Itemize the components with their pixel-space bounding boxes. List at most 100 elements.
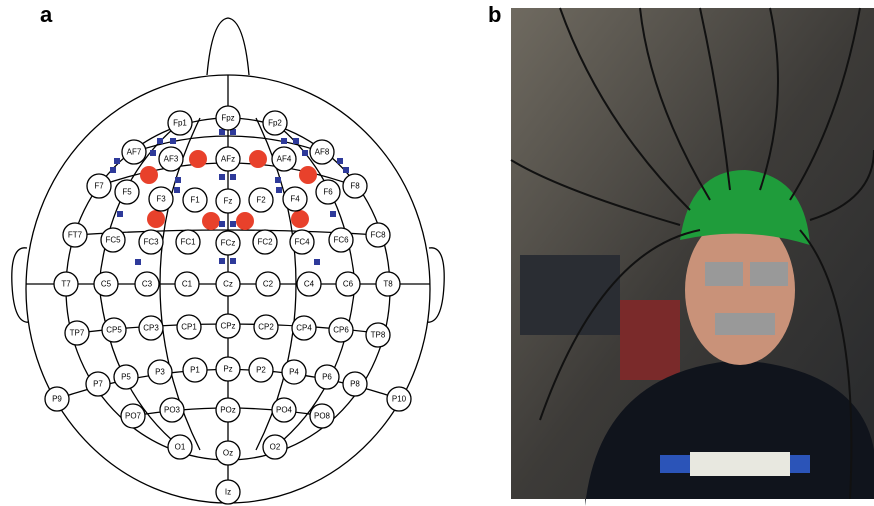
electrode-label: C5 [101, 280, 112, 289]
electrode: P9 [45, 387, 69, 411]
blue-marker [150, 150, 156, 156]
blue-marker [135, 259, 141, 265]
electrode-label: F8 [350, 182, 360, 191]
electrode: FC6 [329, 228, 353, 252]
electrode: P7 [86, 372, 110, 396]
electrode: PO4 [272, 398, 296, 422]
electrode-label: PO8 [314, 412, 331, 421]
electrode-label: TP8 [371, 331, 386, 340]
electrode-label: TP7 [70, 329, 85, 338]
electrode: PO3 [160, 398, 184, 422]
electrode: P5 [114, 365, 138, 389]
red-marker [299, 166, 317, 184]
electrode-label: F4 [290, 195, 300, 204]
electrode-label: Fp1 [173, 119, 187, 128]
electrode-label: FC4 [294, 238, 310, 247]
electrode: P3 [148, 360, 172, 384]
photo [511, 8, 874, 506]
electrode: FC4 [290, 230, 314, 254]
electrode-label: Fp2 [268, 119, 282, 128]
electrode: F8 [343, 174, 367, 198]
electrode-label: FC2 [257, 238, 273, 247]
electrode: CP3 [139, 316, 163, 340]
electrode: O1 [168, 435, 192, 459]
blue-marker [157, 138, 163, 144]
electrode-label: PO4 [276, 406, 293, 415]
electrode: F3 [149, 187, 173, 211]
electrode-label: Cz [223, 280, 233, 289]
electrode-label: P2 [256, 366, 266, 375]
electrode-label: Iz [225, 488, 231, 497]
electrode: FC2 [253, 230, 277, 254]
electrode-label: CP2 [258, 323, 274, 332]
electrode-label: P8 [350, 380, 360, 389]
electrode: TP8 [366, 323, 390, 347]
chair [620, 300, 680, 380]
electrode: F1 [183, 188, 207, 212]
electrode-label: CP4 [296, 324, 312, 333]
electrode-label: F6 [323, 188, 333, 197]
electrode-label: F5 [122, 188, 132, 197]
electrode-label: AF8 [315, 148, 330, 157]
electrode-label: AFz [221, 155, 235, 164]
electrode-label: AF7 [127, 148, 142, 157]
red-marker [202, 212, 220, 230]
face [685, 215, 795, 365]
electrode: AF7 [122, 140, 146, 164]
electrode: CPz [216, 314, 240, 338]
electrode: Iz [216, 480, 240, 504]
blue-marker [293, 138, 299, 144]
electrode: T8 [376, 272, 400, 296]
electrode: CP5 [102, 318, 126, 342]
blue-marker [219, 221, 225, 227]
electrode: P1 [183, 358, 207, 382]
electrode: C2 [256, 272, 280, 296]
electrode-label: P9 [52, 395, 62, 404]
electrode-label: PO3 [164, 406, 181, 415]
electrode: CP1 [177, 315, 201, 339]
nose [207, 18, 249, 75]
red-marker [140, 166, 158, 184]
electrode-label: CPz [220, 322, 235, 331]
electrode-label: FCz [221, 239, 236, 248]
blue-marker [302, 150, 308, 156]
electrode-label: FC5 [105, 236, 121, 245]
electrode-label: P5 [121, 373, 131, 382]
electrode-label: P10 [392, 395, 407, 404]
electrode-label: Fz [224, 197, 233, 206]
electrode-label: FC1 [180, 238, 196, 247]
electrode: C4 [297, 272, 321, 296]
electrode-label: O1 [175, 443, 186, 452]
electrode-label: FC6 [333, 236, 349, 245]
electrode-label: P6 [322, 373, 332, 382]
blue-marker [275, 177, 281, 183]
electrode-label: F2 [256, 196, 266, 205]
blue-marker [230, 221, 236, 227]
electrode: CP6 [329, 318, 353, 342]
electrode-label: FC8 [370, 231, 386, 240]
electrode: FC1 [176, 230, 200, 254]
head-diagram [12, 18, 444, 503]
electrode: F4 [283, 187, 307, 211]
electrode: F2 [249, 188, 273, 212]
electrode: FC5 [101, 228, 125, 252]
electrode: Fp2 [263, 111, 287, 135]
electrode: C3 [135, 272, 159, 296]
electrode-label: CP1 [181, 323, 197, 332]
electrode: T7 [54, 272, 78, 296]
electrode-label: C6 [343, 280, 354, 289]
red-marker [189, 150, 207, 168]
electrode: C5 [94, 272, 118, 296]
electrode: AF4 [272, 147, 296, 171]
mouth-cover [715, 313, 775, 335]
electrode-label: F3 [156, 195, 166, 204]
blue-marker [175, 177, 181, 183]
electrode-label: O2 [270, 443, 281, 452]
electrode: P6 [315, 365, 339, 389]
electrode: FT7 [63, 223, 87, 247]
blue-marker [337, 158, 343, 164]
blue-marker [230, 174, 236, 180]
blue-marker [219, 258, 225, 264]
blue-marker [110, 167, 116, 173]
blue-marker [314, 259, 320, 265]
